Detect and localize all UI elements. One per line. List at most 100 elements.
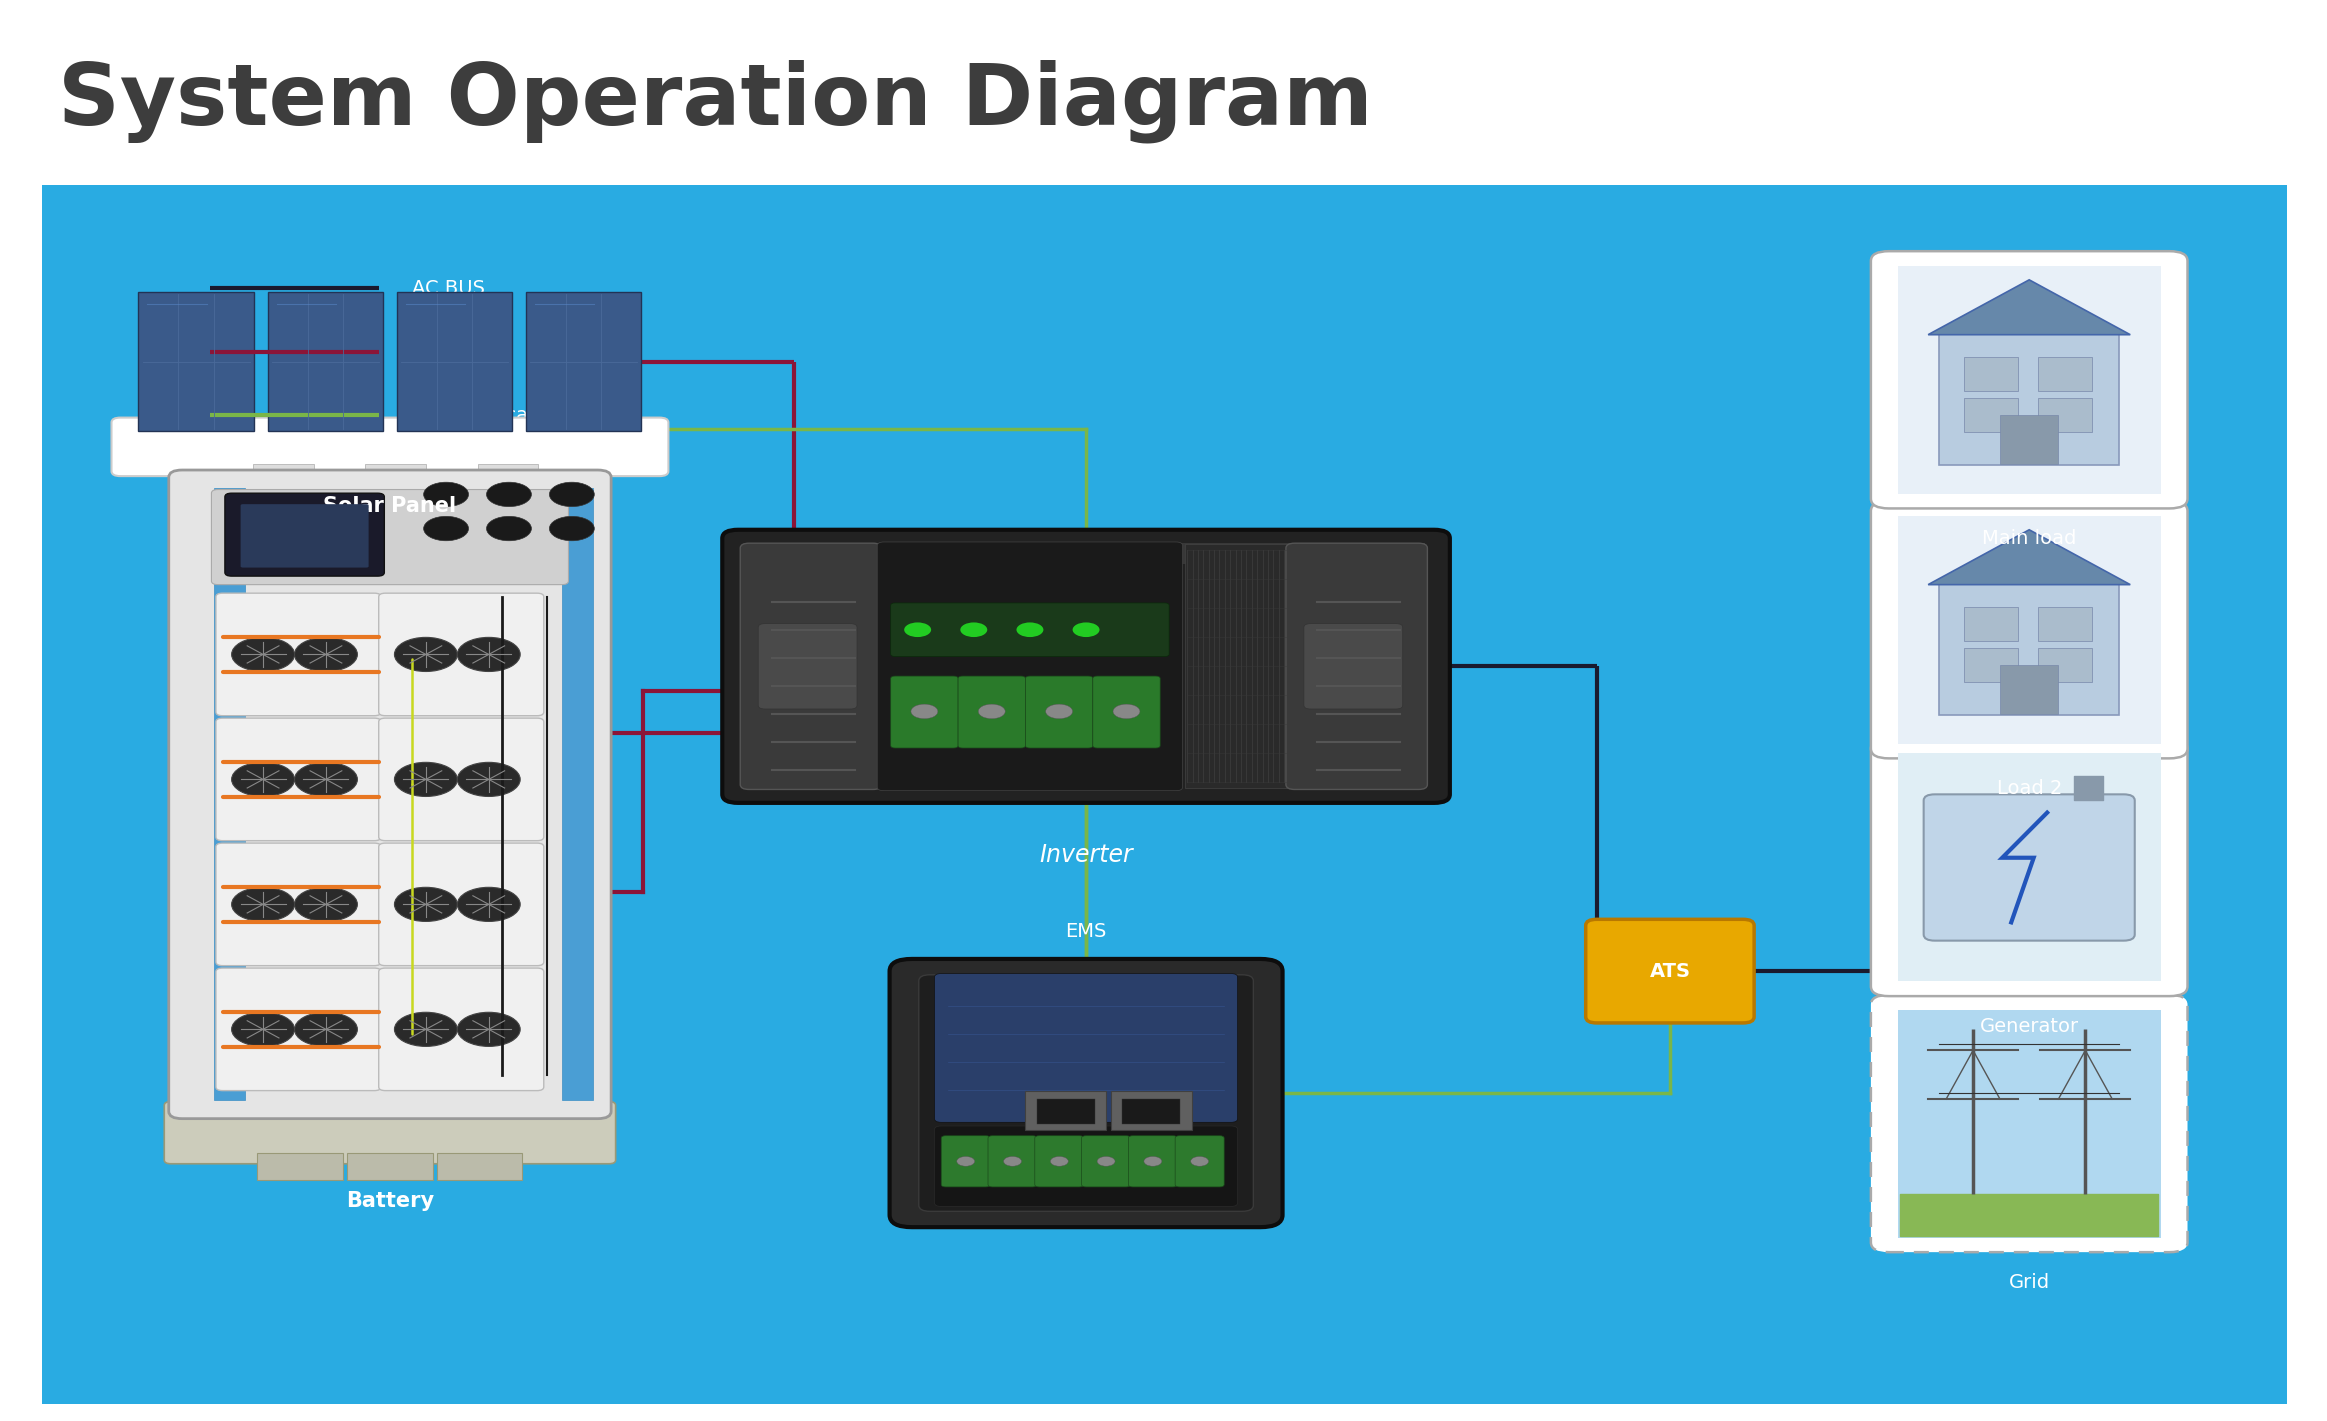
Text: ATS: ATS	[1650, 962, 1689, 980]
Circle shape	[296, 638, 358, 672]
Circle shape	[458, 1012, 521, 1046]
Text: Main load: Main load	[1983, 529, 2076, 549]
Circle shape	[1112, 705, 1140, 719]
Circle shape	[905, 622, 931, 637]
FancyBboxPatch shape	[379, 843, 545, 966]
Circle shape	[1045, 705, 1073, 719]
FancyBboxPatch shape	[212, 489, 568, 584]
Circle shape	[910, 705, 938, 719]
Circle shape	[486, 516, 531, 541]
Circle shape	[233, 1012, 296, 1046]
FancyBboxPatch shape	[877, 541, 1182, 790]
FancyBboxPatch shape	[240, 504, 368, 567]
Text: Grid: Grid	[2008, 1273, 2050, 1292]
FancyBboxPatch shape	[2038, 648, 2092, 682]
FancyBboxPatch shape	[1094, 676, 1161, 747]
FancyBboxPatch shape	[254, 463, 314, 490]
FancyBboxPatch shape	[347, 1152, 433, 1179]
Circle shape	[1096, 1157, 1115, 1167]
FancyBboxPatch shape	[721, 530, 1450, 803]
FancyBboxPatch shape	[2038, 398, 2092, 432]
FancyBboxPatch shape	[1184, 544, 1296, 789]
Circle shape	[424, 482, 468, 507]
Circle shape	[233, 638, 296, 672]
FancyBboxPatch shape	[216, 718, 382, 841]
FancyBboxPatch shape	[396, 293, 512, 431]
FancyBboxPatch shape	[14, 171, 2315, 1418]
FancyBboxPatch shape	[1871, 995, 2187, 1252]
Circle shape	[549, 516, 593, 541]
FancyBboxPatch shape	[1036, 1100, 1096, 1124]
FancyBboxPatch shape	[1871, 739, 2187, 996]
FancyBboxPatch shape	[365, 463, 426, 490]
Circle shape	[233, 762, 296, 797]
Circle shape	[424, 516, 468, 541]
FancyBboxPatch shape	[1964, 398, 2018, 432]
FancyBboxPatch shape	[935, 973, 1238, 1123]
FancyBboxPatch shape	[379, 718, 545, 841]
Circle shape	[296, 1012, 358, 1046]
FancyBboxPatch shape	[740, 543, 882, 790]
Circle shape	[296, 887, 358, 921]
Circle shape	[1003, 1157, 1022, 1167]
Circle shape	[396, 762, 458, 797]
FancyBboxPatch shape	[1899, 266, 2159, 495]
FancyBboxPatch shape	[1082, 1135, 1131, 1187]
Circle shape	[458, 762, 521, 797]
FancyBboxPatch shape	[165, 1101, 617, 1164]
Circle shape	[233, 887, 296, 921]
FancyBboxPatch shape	[1026, 1090, 1105, 1130]
FancyBboxPatch shape	[1924, 794, 2134, 941]
Text: System Operation Diagram: System Operation Diagram	[58, 60, 1373, 144]
FancyBboxPatch shape	[561, 489, 593, 1100]
FancyBboxPatch shape	[379, 593, 545, 716]
FancyBboxPatch shape	[437, 1152, 524, 1179]
Text: Generator: Generator	[1980, 1017, 2078, 1036]
Circle shape	[1017, 622, 1042, 637]
FancyBboxPatch shape	[1964, 357, 2018, 391]
FancyBboxPatch shape	[1287, 543, 1426, 790]
Circle shape	[1145, 1157, 1161, 1167]
FancyBboxPatch shape	[919, 975, 1254, 1211]
Circle shape	[458, 638, 521, 672]
FancyBboxPatch shape	[258, 1152, 342, 1179]
FancyBboxPatch shape	[216, 843, 382, 966]
Text: Battery: Battery	[347, 1191, 435, 1211]
FancyBboxPatch shape	[216, 968, 382, 1090]
FancyBboxPatch shape	[889, 959, 1282, 1228]
Circle shape	[458, 887, 521, 921]
FancyBboxPatch shape	[1999, 415, 2059, 463]
FancyBboxPatch shape	[1899, 516, 2159, 743]
Circle shape	[396, 887, 458, 921]
FancyBboxPatch shape	[137, 293, 254, 431]
FancyBboxPatch shape	[1938, 583, 2120, 715]
Circle shape	[296, 762, 358, 797]
Text: AC BUS: AC BUS	[412, 279, 486, 298]
FancyBboxPatch shape	[1899, 753, 2159, 982]
FancyBboxPatch shape	[940, 1135, 991, 1187]
Circle shape	[1073, 622, 1101, 637]
FancyBboxPatch shape	[759, 624, 856, 709]
Polygon shape	[1929, 530, 2129, 584]
Circle shape	[961, 622, 987, 637]
FancyBboxPatch shape	[2038, 607, 2092, 641]
FancyBboxPatch shape	[2038, 357, 2092, 391]
FancyBboxPatch shape	[747, 543, 1424, 564]
FancyBboxPatch shape	[1036, 1135, 1084, 1187]
FancyBboxPatch shape	[477, 463, 538, 490]
FancyBboxPatch shape	[526, 293, 642, 431]
FancyBboxPatch shape	[1964, 648, 2018, 682]
FancyBboxPatch shape	[170, 470, 612, 1118]
FancyBboxPatch shape	[1964, 607, 2018, 641]
FancyBboxPatch shape	[1129, 1135, 1177, 1187]
Text: Inverter: Inverter	[1040, 843, 1133, 867]
FancyBboxPatch shape	[1871, 502, 2187, 759]
Text: DC BUS: DC BUS	[412, 342, 486, 361]
Polygon shape	[1929, 280, 2129, 335]
FancyBboxPatch shape	[1026, 676, 1094, 747]
FancyBboxPatch shape	[891, 676, 959, 747]
FancyBboxPatch shape	[1175, 1135, 1224, 1187]
Circle shape	[396, 638, 458, 672]
FancyBboxPatch shape	[1585, 919, 1755, 1023]
Circle shape	[956, 1157, 975, 1167]
